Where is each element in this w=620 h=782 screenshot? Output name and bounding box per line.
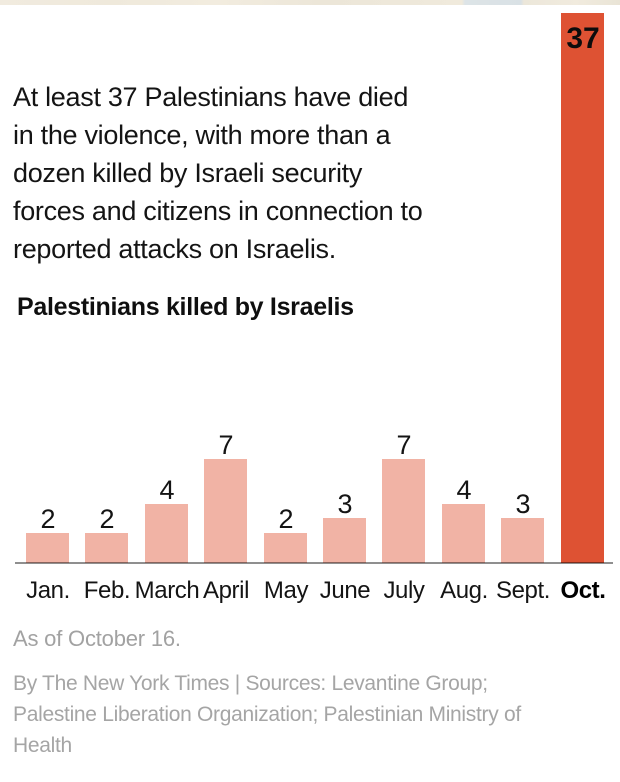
bar-value-sept: 3 <box>515 489 531 519</box>
x-tick-jan: Jan. <box>26 577 70 604</box>
bar-march <box>145 504 188 563</box>
cropped-photo-strip <box>0 0 620 5</box>
bar-chart: 2 Jan. 2 Feb. 4 March 7 April 2 May 3 June 7 July 4 Aug… <box>15 13 613 604</box>
bar-june <box>323 518 366 563</box>
bar-july <box>382 459 425 563</box>
bar-value-feb: 2 <box>99 504 115 534</box>
bar-value-jan: 2 <box>40 504 56 534</box>
bar-value-may: 2 <box>278 504 294 534</box>
intro-text: At least 37 Palestinians have died in th… <box>13 78 423 268</box>
bar-value-april: 7 <box>218 430 234 460</box>
bar-value-oct: 37 <box>566 22 600 55</box>
byline-line: Health <box>13 734 72 757</box>
x-tick-april: April <box>202 577 249 604</box>
bar-april <box>204 459 247 563</box>
x-tick-july: July <box>383 577 425 604</box>
x-tick-feb: Feb. <box>83 577 131 604</box>
bar-aug <box>442 504 485 563</box>
x-tick-oct: Oct. <box>560 577 606 604</box>
bar-feb <box>85 533 128 563</box>
byline-sources: By The New York Times | Sources: Levanti… <box>13 668 613 761</box>
bar-value-july: 7 <box>396 430 412 460</box>
bar-sept <box>501 518 544 563</box>
bar-jan <box>26 533 69 563</box>
byline-line: By The New York Times | Sources: Levanti… <box>13 672 488 695</box>
x-tick-sept: Sept. <box>495 577 551 604</box>
x-tick-march: March <box>134 577 200 604</box>
bar-value-march: 4 <box>159 475 175 505</box>
as-of-note: As of October 16. <box>13 626 181 651</box>
bar-may <box>264 533 307 563</box>
x-tick-aug: Aug. <box>440 577 488 604</box>
bar-oct <box>561 13 604 563</box>
x-tick-june: June <box>319 577 371 604</box>
x-axis-line <box>15 562 613 564</box>
byline-line: Palestine Liberation Organization; Pales… <box>13 703 521 726</box>
bar-value-aug: 4 <box>456 475 472 505</box>
intro-line: forces and citizens in connection to <box>13 196 423 226</box>
intro-line: dozen killed by Israeli security <box>13 158 363 188</box>
chart-title: Palestinians killed by Israelis <box>17 293 354 321</box>
intro-line: reported attacks on Israelis. <box>13 234 336 264</box>
bar-value-june: 3 <box>337 489 353 519</box>
intro-line: in the violence, with more than a <box>13 120 391 150</box>
x-tick-may: May <box>263 577 309 604</box>
intro-line: At least 37 Palestinians have died <box>13 82 409 112</box>
